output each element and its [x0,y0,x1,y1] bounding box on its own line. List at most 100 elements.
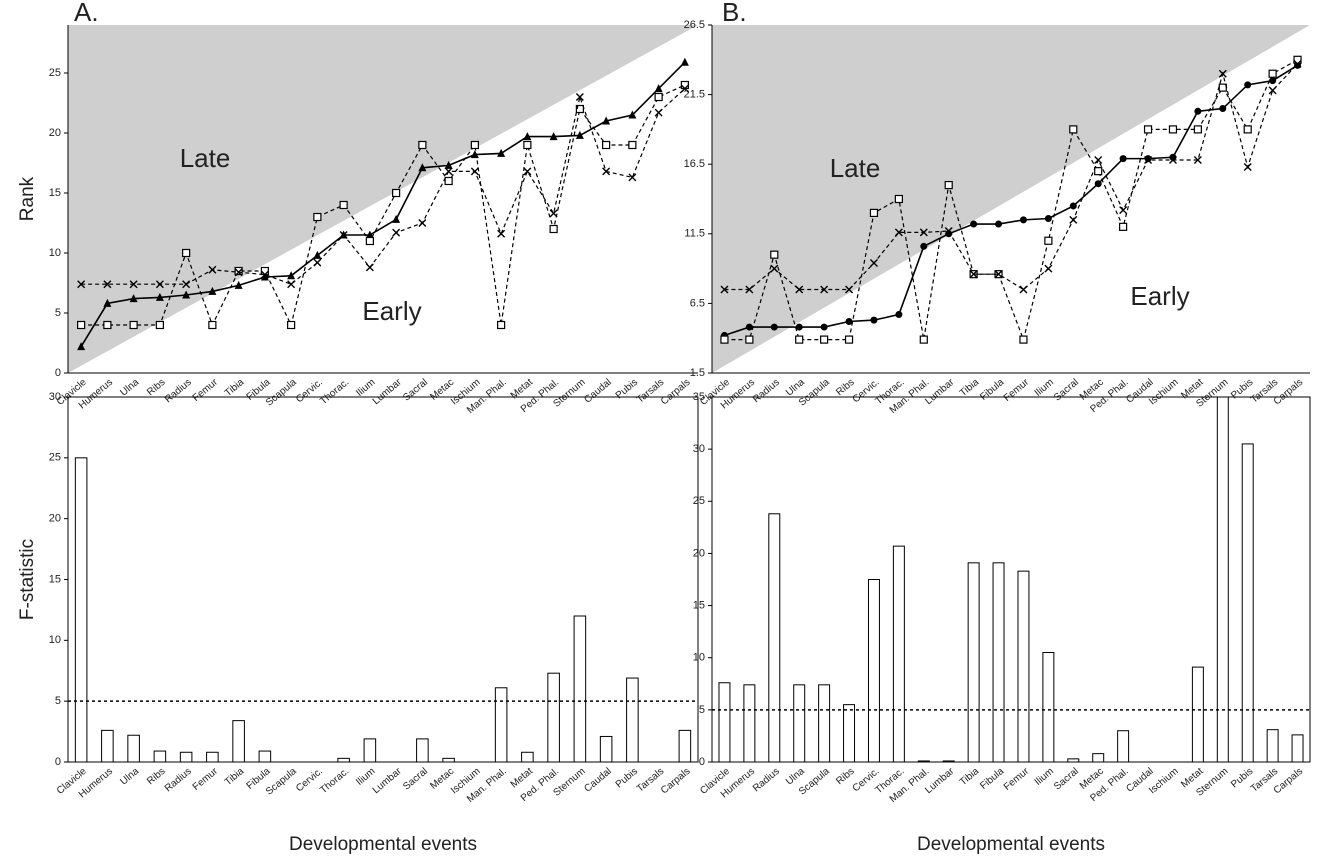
bar [768,513,781,763]
x-tick-label: Femur [191,765,221,792]
marker [182,290,191,299]
x-tick-label: Sacral [401,377,430,404]
bar [442,757,455,763]
y-tick-label: 5 [699,704,705,716]
marker [497,148,506,157]
marker [1019,216,1027,224]
marker [1268,86,1277,95]
plot-frame [711,396,1311,763]
y-tick-label: 15 [49,187,61,199]
marker [77,342,86,351]
x-tick-label: Lumbar [371,376,405,407]
bar [416,738,429,763]
x-tick-label: Thorac. [318,377,351,407]
marker [919,335,928,344]
marker [1094,180,1102,188]
marker [894,194,903,204]
marker [680,84,689,93]
marker [845,317,853,325]
y-tick-label: 15 [693,599,705,611]
bar [1042,652,1055,763]
marker [920,242,928,250]
x-tick-label: Thorac. [318,766,351,796]
bar [1266,729,1279,763]
bar [363,738,377,763]
marker [155,320,164,330]
marker [260,266,269,276]
marker [844,335,854,344]
marker [77,280,86,289]
y-tick-label: 20 [49,513,61,525]
marker [994,270,1003,279]
x-tick-label: Tibia [223,377,247,399]
marker [470,140,479,150]
marker [1218,69,1227,78]
marker [1094,167,1103,176]
marker [770,264,779,273]
x-tick-label: Radius [163,377,194,405]
marker [234,266,243,276]
marker [1044,264,1053,273]
marker [1069,202,1077,210]
marker [720,335,729,344]
bar [179,751,193,763]
marker [654,84,663,93]
marker [365,263,374,272]
series-line [80,61,686,348]
marker [155,292,164,301]
marker [444,167,453,176]
marker [260,272,269,281]
y-tick-label: 11.5 [684,228,705,240]
bar [337,757,350,763]
bar [1067,758,1080,763]
y-tick-label: 15 [49,573,61,585]
marker [1044,236,1053,245]
marker [1019,335,1028,344]
shaded-region [712,25,1310,373]
x-tick-label: Caudal [582,766,613,795]
y-tick-label: 20 [693,547,705,559]
marker [1293,59,1302,68]
marker [523,140,532,150]
marker [1119,222,1128,231]
marker [1193,156,1202,165]
marker [339,231,348,239]
marker [129,320,138,330]
shaded-region [68,25,698,373]
bar [1092,753,1105,763]
y-tick-label: 5 [55,307,61,319]
marker [575,93,584,101]
bar [1191,666,1204,763]
marker [820,285,829,294]
y-tick-label: 10 [49,247,61,259]
y-tick-label: 21.5 [684,89,705,101]
bar [843,704,856,763]
x-tick-label: Lumbar [371,765,405,796]
marker [869,208,879,218]
x-tick-label: Sacral [1052,377,1081,404]
marker [1243,162,1252,171]
y-tick-label: 30 [49,391,61,403]
marker [444,176,453,186]
marker [820,323,828,331]
marker [970,220,978,228]
marker [418,140,427,150]
marker [720,285,729,294]
bar [599,735,613,763]
marker [770,323,778,331]
x-tick-label: Carpals [659,766,692,797]
marker [470,167,479,176]
marker [602,116,611,125]
marker [392,188,401,198]
marker [313,250,322,259]
x-tick-label: Radius [751,766,782,794]
marker [1094,156,1103,165]
y-axis-label: F-statistic [17,539,38,620]
marker [795,335,804,344]
y-tick-label: 30 [693,443,705,455]
marker [1193,125,1202,134]
marker [628,140,637,150]
marker [628,173,637,182]
marker [969,270,978,279]
